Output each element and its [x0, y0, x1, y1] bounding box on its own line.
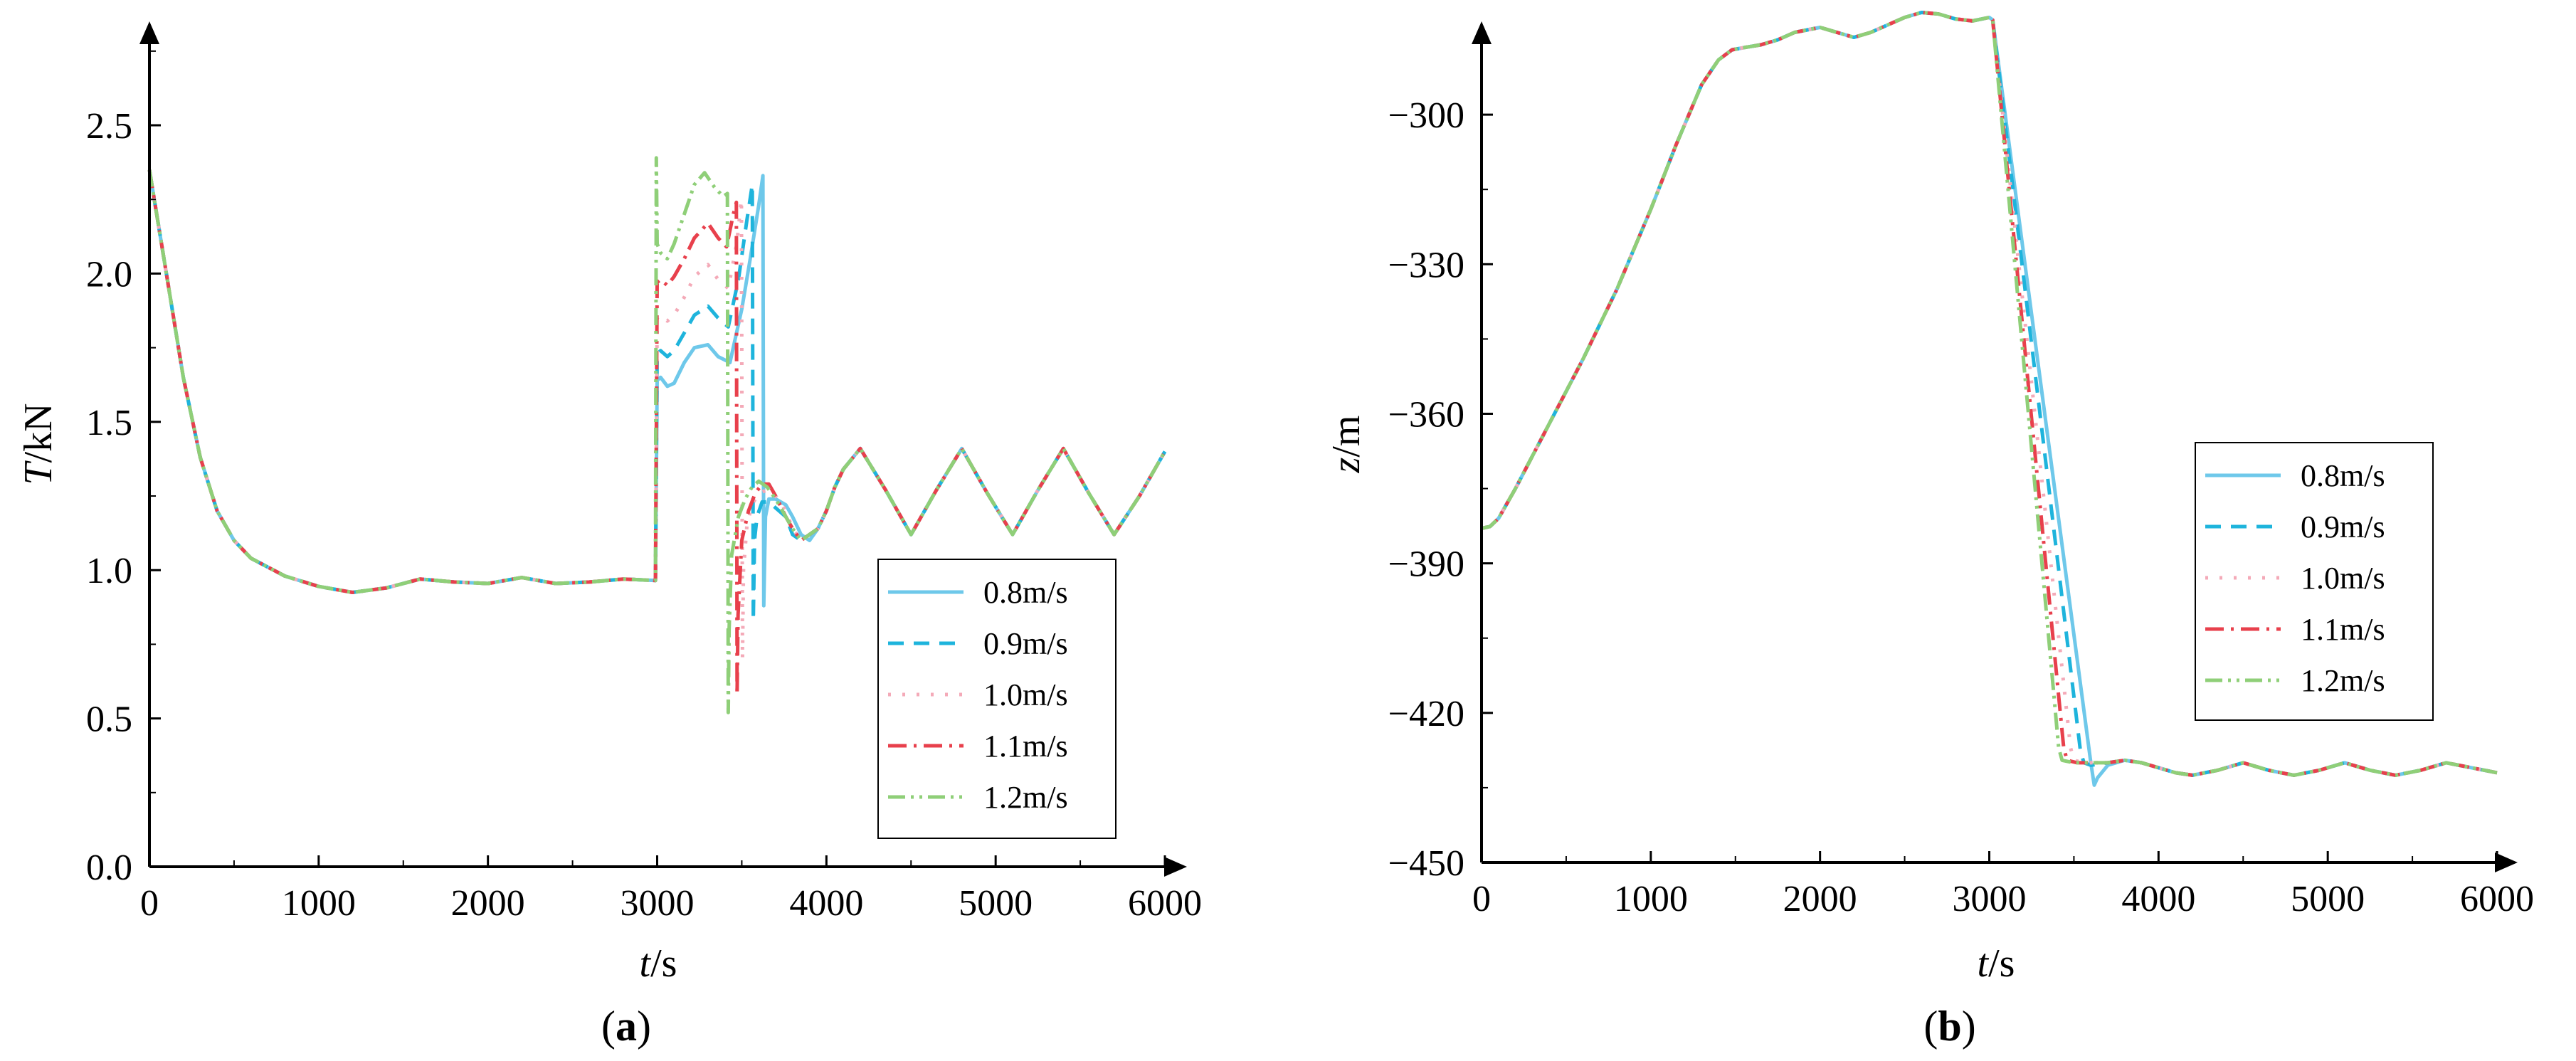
panel-a-x-tick-label: 5000	[959, 883, 1033, 924]
panel-b-x-tick-label: 5000	[2291, 879, 2365, 919]
panel-a-legend: 0.8m/s 0.9m/s 1.0m/s 1.1m/s 1.2m/s	[877, 559, 1117, 839]
panel-b-x-tick-label: 3000	[1953, 879, 2027, 919]
panel-a-ticks: 0 1000 2000 3000 4000 5000 6000 0.0 0.5 1.0 1.5 2.0…	[86, 50, 1202, 924]
panel-b-ticks: 0 1000 2000 3000 4000 5000 6000 −450 −420 −390 −36…	[1388, 39, 2534, 919]
panel-a-series-1-2m-s	[147, 156, 1167, 714]
panel-a-x-axis-arrow	[1164, 857, 1187, 877]
panel-b-x-label: t/s	[1978, 941, 2015, 986]
panel-a-y-tick-label: 2.5	[86, 106, 132, 147]
panel-b-legend-label: 0.8m/s	[2301, 458, 2385, 493]
panel-a-y-tick-label: 1.0	[86, 551, 132, 591]
panel-b-y-tick-label: −330	[1388, 245, 1464, 285]
panel-b-x-tick-label: 1000	[1614, 879, 1688, 919]
panel-b-y-tick-label: −450	[1388, 843, 1464, 884]
panel-b-legend: 0.8m/s 0.9m/s 1.0m/s 1.1m/s 1.2m/s	[2195, 442, 2434, 721]
panel-b-x-tick-label: 0	[1472, 879, 1491, 919]
panel-a-series-1-1m-s	[147, 169, 1167, 697]
panel-b-series-1-2m-s	[1481, 11, 2498, 777]
panel-a-legend-label: 0.8m/s	[983, 575, 1068, 610]
panel-b-series	[1481, 11, 2498, 787]
panel-a-x-tick-label: 1000	[282, 883, 356, 924]
panel-a-y-tick-label: 1.5	[86, 403, 132, 443]
panel-b-legend-label: 1.1m/s	[2301, 612, 2385, 647]
panel-b-y-tick-label: −390	[1388, 544, 1464, 585]
panel-a-x-tick-label: 4000	[789, 883, 863, 924]
panel-a-caption: (a)	[601, 1003, 651, 1050]
panel-b-legend-label: 1.0m/s	[2301, 561, 2385, 596]
panel-b-x-axis-arrow	[2495, 853, 2518, 872]
panel-a-legend-label: 1.1m/s	[983, 729, 1068, 764]
panel-a-y-tick-label: 0.5	[86, 700, 132, 740]
panel-b-caption: (b)	[1923, 1003, 1975, 1050]
panel-a: 0 1000 2000 3000 4000 5000 6000 0.0 0.5 1.0 1.5 2.0…	[16, 21, 1202, 1050]
panel-a-x-tick-label: 0	[140, 883, 159, 924]
panel-a-y-label: T/kN	[16, 403, 60, 485]
panel-a-x-label: t/s	[640, 941, 677, 986]
panel-a-legend-box	[877, 559, 1117, 839]
panel-a-x-tick-label: 3000	[621, 883, 695, 924]
panel-b-y-label: z/m	[1324, 416, 1368, 474]
panel-a-y-axis-arrow	[139, 21, 159, 44]
panel-b-y-tick-label: −300	[1388, 95, 1464, 136]
panel-a-legend-label: 1.0m/s	[983, 677, 1068, 712]
panel-b-y-axis-arrow	[1472, 21, 1492, 44]
panel-b: 0 1000 2000 3000 4000 5000 6000 −450 −420 −390 −36…	[1324, 11, 2534, 1050]
panel-a-legend-label: 0.9m/s	[983, 626, 1068, 661]
panel-b-x-tick-label: 4000	[2121, 879, 2195, 919]
panel-b-y-tick-label: −420	[1388, 694, 1464, 734]
panel-b-legend-label: 1.2m/s	[2301, 663, 2385, 698]
panel-a-series	[147, 156, 1167, 714]
panel-b-legend-label: 0.9m/s	[2301, 510, 2385, 544]
panel-a-legend-label: 1.2m/s	[983, 780, 1068, 815]
panel-b-y-tick-label: −360	[1388, 394, 1464, 435]
panel-b-x-tick-label: 2000	[1783, 879, 1857, 919]
panel-a-y-tick-label: 2.0	[86, 254, 132, 295]
panel-a-x-tick-label: 2000	[451, 883, 525, 924]
panel-b-legend-box	[2195, 442, 2434, 721]
panel-b-x-tick-label: 6000	[2460, 879, 2534, 919]
panel-a-x-tick-label: 6000	[1128, 883, 1202, 924]
panel-a-y-tick-label: 0.0	[86, 848, 132, 888]
